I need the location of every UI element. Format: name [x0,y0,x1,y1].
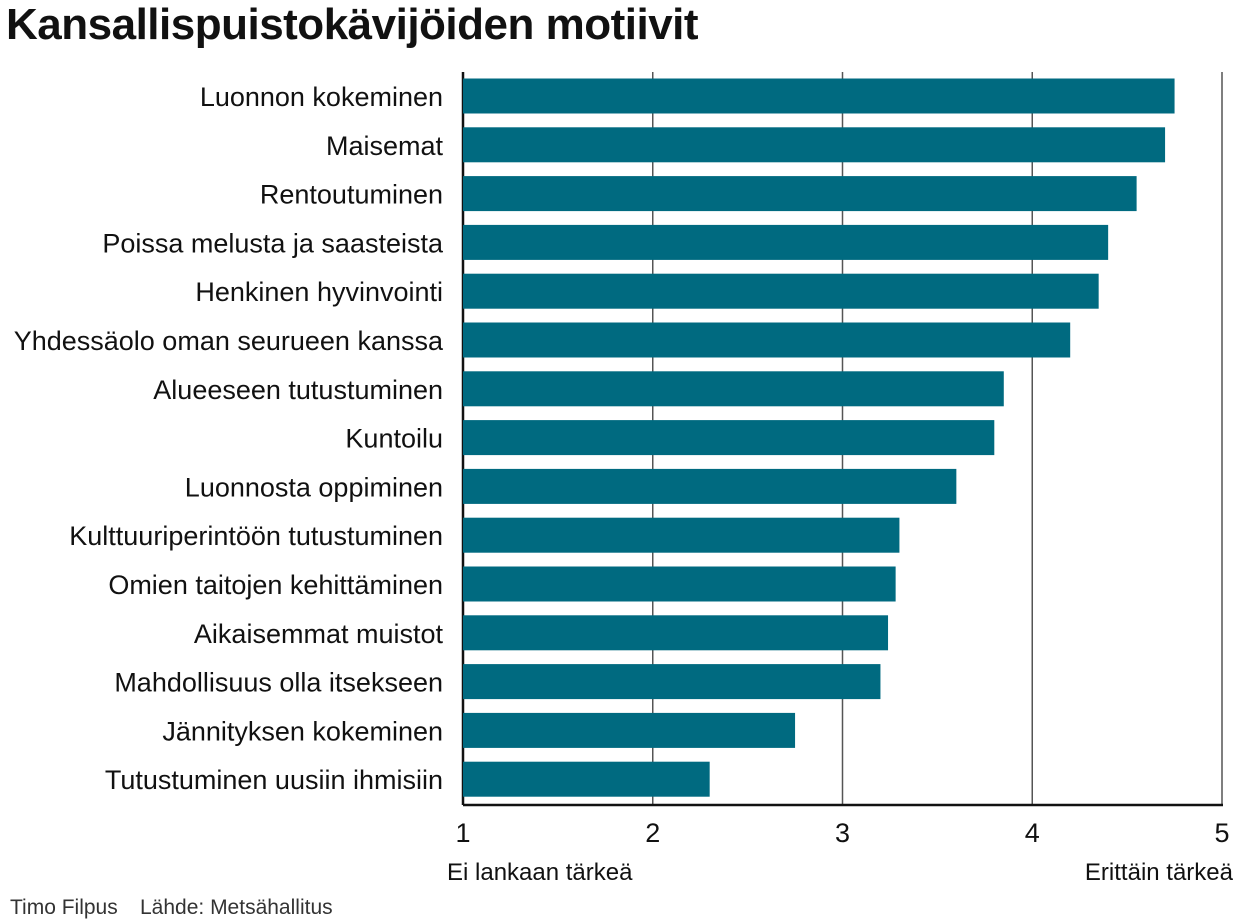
category-label-12: Aikaisemmat muistot [194,619,444,649]
bar-15 [463,761,710,797]
category-label-11: Omien taitojen kehittäminen [108,570,443,600]
x-tick-label-1: 1 [455,818,470,848]
category-label-4: Poissa melusta ja saasteista [102,228,444,258]
bar-12 [463,615,889,651]
x-tick-labels: 1 2 3 4 5 [455,818,1229,848]
chart-title: Kansallispuistokävijöiden motiivit [6,0,699,49]
x-tick-label-2: 2 [645,818,660,848]
bar-14 [463,712,796,748]
bar-2 [463,127,1166,163]
credit-author: Timo Filpus [10,896,118,919]
bar-13 [463,664,881,700]
category-label-14: Jännityksen kokeminen [162,716,443,746]
category-label-7: Alueeseen tutustuminen [153,375,443,405]
category-label-15: Tutustuminen uusiin ihmisiin [105,765,443,795]
category-label-10: Kulttuuriperintöön tutustuminen [69,521,443,551]
category-label-1: Luonnon kokeminen [200,82,443,112]
bar-3 [463,176,1137,212]
bar-7 [463,371,1004,407]
bar-11 [463,566,896,602]
bars [463,78,1175,797]
category-label-13: Mahdollisuus olla itsekseen [114,668,443,698]
x-tick-label-4: 4 [1025,818,1040,848]
x-tick-label-5: 5 [1214,818,1229,848]
bar-5 [463,273,1099,309]
credit-source: Lähde: Metsähallitus [140,896,333,919]
bar-4 [463,224,1109,260]
x-tick-label-3: 3 [835,818,850,848]
scale-max-label: Erittäin tärkeä [1085,859,1234,886]
category-label-5: Henkinen hyvinvointi [195,277,443,307]
category-label-8: Kuntoilu [345,424,443,454]
bar-1 [463,78,1175,114]
category-label-2: Maisemat [326,131,444,161]
category-label-6: Yhdessäolo oman seurueen kanssa [14,326,444,356]
category-labels: Luonnon kokeminen Maisemat Rentoutuminen Po… [14,82,444,795]
scale-min-label: Ei lankaan tärkeä [447,859,633,886]
bar-10 [463,517,900,553]
category-label-9: Luonnosta oppiminen [185,472,443,502]
bar-9 [463,468,957,504]
bar-6 [463,322,1071,358]
category-label-3: Rentoutuminen [260,180,443,210]
bar-8 [463,420,995,456]
